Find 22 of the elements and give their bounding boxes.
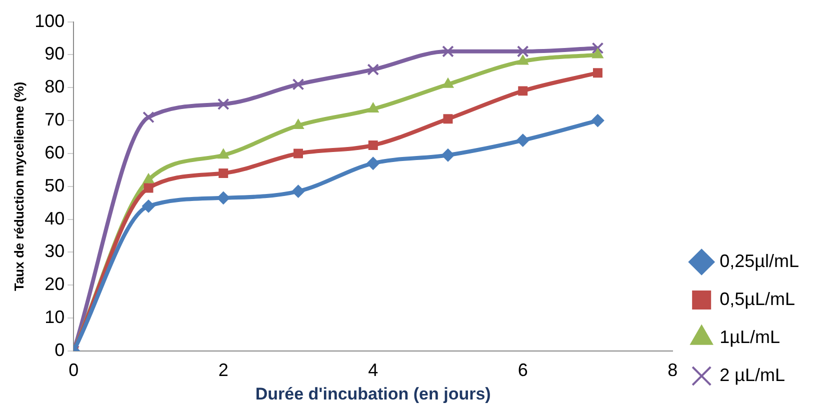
y-tick-label: 30: [44, 241, 65, 262]
legend-label: 0,5µL/mL: [720, 288, 796, 309]
x-tick-label: 6: [518, 360, 528, 380]
legend-label: 0,25µl/mL: [720, 250, 800, 271]
y-tick-label: 60: [44, 142, 65, 162]
y-axis-title: Taux de réduction mycelienne (%): [11, 82, 26, 292]
x-tick-label: 0: [68, 360, 79, 380]
y-tick-label: 20: [44, 274, 65, 294]
x-tick-label: 4: [368, 360, 378, 380]
y-tick-label: 70: [44, 110, 65, 130]
x-axis-title: Durée d'incubation (en jours): [255, 384, 491, 404]
y-tick-label: 90: [44, 44, 65, 64]
legend-label: 2 µL/mL: [720, 364, 785, 385]
y-tick-label: 100: [34, 10, 65, 31]
y-tick-label: 10: [44, 307, 65, 328]
y-tick-label: 80: [44, 76, 65, 97]
y-tick-label: 40: [44, 208, 65, 228]
y-tick-label: 50: [44, 175, 65, 196]
x-tick-label: 2: [218, 360, 228, 380]
x-tick-label: 8: [668, 360, 678, 380]
y-tick-label: 0: [54, 340, 65, 360]
legend-label: 1µL/mL: [720, 326, 780, 347]
